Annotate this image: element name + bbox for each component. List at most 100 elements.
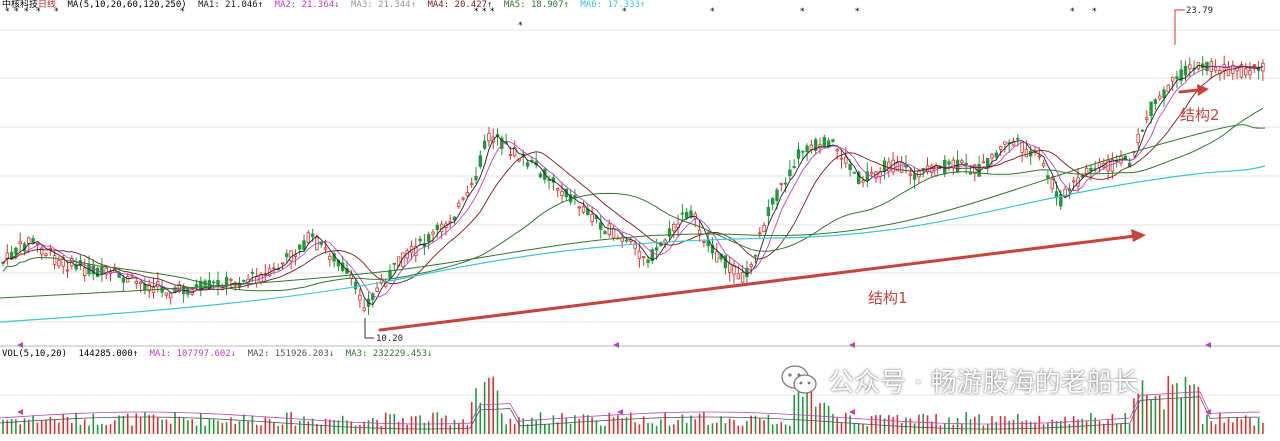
candle-body (1149, 101, 1153, 117)
candle-body (556, 188, 560, 191)
volume-panel (0, 375, 1264, 434)
price-indicator-header: 中核科技日线 MA(5,10,20,60,120,250) MA1: 21.04… (2, 0, 651, 11)
candle-body (297, 244, 302, 250)
annotation-arrows (378, 84, 1209, 332)
volume-indicator-header: VOL(5,10,20) 144285.000↑ MA1: 107797.602… (2, 349, 438, 360)
candle-body (143, 283, 147, 291)
candle-body (887, 161, 891, 172)
candle-body (577, 206, 581, 209)
candle-body (702, 241, 706, 243)
candle-body (891, 159, 895, 173)
candle-body (568, 194, 573, 203)
candle-body (547, 179, 551, 182)
candle-body (1153, 99, 1158, 104)
candle-body (783, 182, 788, 185)
candle-body (1162, 89, 1166, 99)
scroll-marker (849, 342, 855, 348)
grid-lines (0, 29, 1280, 396)
candle-body (35, 242, 40, 245)
candle-body (164, 292, 169, 296)
candle-body (844, 156, 848, 164)
candles (1, 55, 1265, 316)
candle-body (474, 176, 478, 181)
candle-body (758, 232, 762, 235)
scroll-marker (17, 342, 23, 348)
candle-body (27, 237, 31, 244)
candle-body (637, 250, 642, 259)
candle-body (83, 267, 87, 276)
candle-body (1003, 141, 1007, 145)
candle-body (749, 264, 753, 267)
candle-body (310, 233, 315, 238)
candle-body (44, 253, 48, 256)
candle-body (779, 182, 783, 185)
candle-body (1020, 141, 1024, 153)
candle-body (697, 229, 702, 235)
candle-body (1037, 155, 1041, 158)
ma20-line (2, 66, 1263, 291)
candle-body (362, 307, 366, 311)
ma3-value: MA3: 21.344↑ (351, 0, 417, 10)
candle-body (1183, 65, 1188, 76)
candle-body (728, 263, 732, 273)
candle-body (65, 269, 70, 272)
wechat-icon (781, 365, 817, 394)
candle-body (990, 154, 994, 159)
vol-params: VOL(5,10,20) (2, 349, 68, 359)
candle-body (865, 171, 869, 181)
candle-body (852, 171, 857, 174)
candle-body (788, 169, 792, 177)
candle-body (1158, 95, 1162, 100)
low-marker-line (364, 318, 374, 339)
candle-body (9, 251, 14, 260)
candle-body (422, 243, 427, 247)
vol-ma2: MA2: 151926.203↓ (247, 349, 335, 359)
scroll-marker (613, 342, 619, 348)
candle-body (762, 225, 766, 232)
candle-body (822, 137, 826, 148)
candle-body (1175, 76, 1179, 79)
candle-body (745, 267, 749, 278)
candle-body (478, 155, 482, 167)
markers: * * * * * * * * *** * * * * * (5, 7, 1211, 415)
candle-body (117, 271, 121, 278)
structure2-arrow-head (1197, 84, 1209, 96)
ma60-line (2, 107, 1264, 292)
candle-body (715, 251, 719, 263)
candle-body (168, 292, 173, 299)
ma1-value: MA1: 21.046↑ (198, 0, 264, 10)
candle-body (998, 146, 1003, 150)
candle-body (74, 264, 78, 270)
candle-body (272, 267, 276, 270)
candle-body (1041, 162, 1046, 167)
watermark-text: 公众号 · 畅游股海的老船长 (828, 367, 1139, 398)
candle-body (723, 255, 728, 269)
candle-body (814, 139, 818, 151)
candle-body (839, 157, 844, 160)
high-price-label: 23.79 (1186, 6, 1214, 16)
candle-body (1140, 129, 1145, 132)
candle-body (199, 280, 203, 292)
candle-body (633, 244, 637, 249)
event-star-marker: * (1070, 7, 1075, 17)
candle-body (796, 149, 801, 159)
candle-body (1011, 140, 1016, 146)
event-star-marker: * (482, 7, 487, 17)
candle-body (680, 212, 685, 215)
candle-body (1063, 188, 1067, 197)
candle-body (525, 162, 530, 167)
candle-body (52, 255, 57, 265)
candle-body (100, 266, 104, 275)
candle-body (1188, 64, 1192, 70)
event-star-marker: * (855, 7, 860, 17)
candle-body (766, 207, 771, 216)
candle-body (917, 170, 921, 178)
scroll-marker (17, 409, 23, 415)
candle-body (216, 280, 220, 287)
candle-body (121, 277, 126, 283)
candle-body (646, 259, 650, 264)
period-label[interactable]: 日线 (38, 0, 57, 10)
candle-body (599, 222, 603, 230)
